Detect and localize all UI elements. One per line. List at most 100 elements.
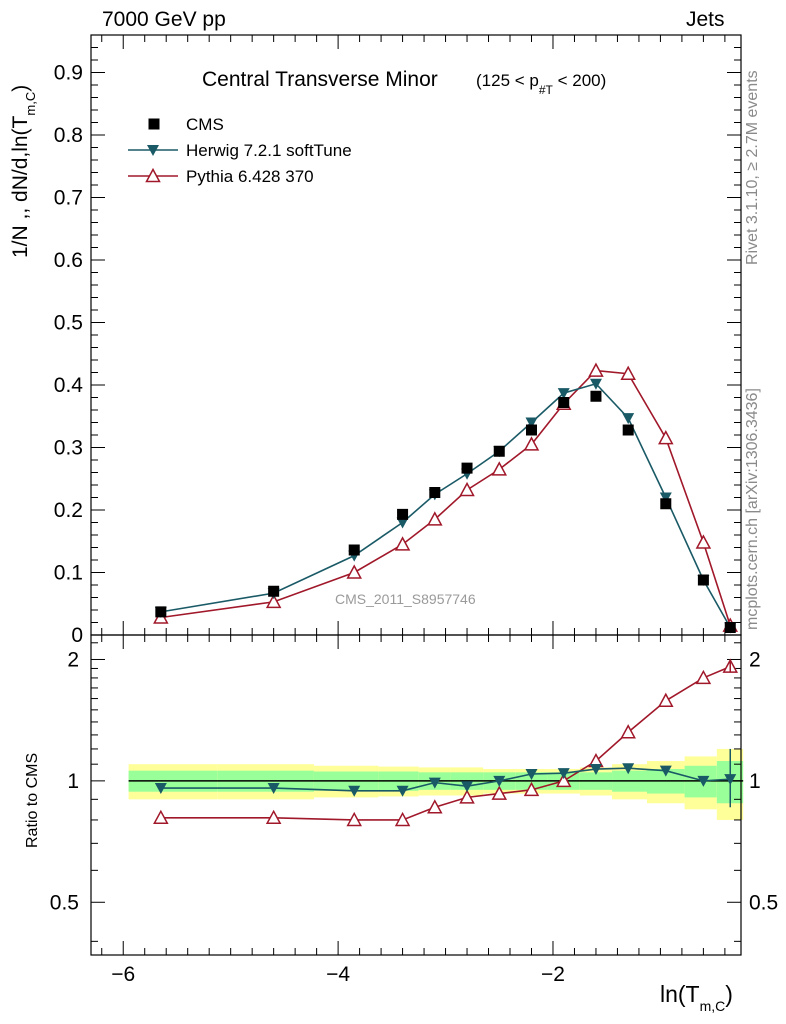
pythia-point [658, 430, 674, 445]
legend-cms-marker [148, 118, 160, 130]
herwig-ratio-point [589, 764, 602, 776]
herwig-point [659, 492, 672, 504]
cms-point [268, 585, 280, 597]
cms-point [558, 397, 570, 408]
herwig-ratio-point [154, 783, 167, 795]
y-tick-label: 0 [71, 624, 83, 647]
legend-herwig-marker [147, 145, 159, 156]
cms-point [429, 487, 441, 498]
y-axis-label: 1/N ,, dN/d,ln(Tm,C) [9, 85, 38, 258]
x-axis-label: ln(Tm,C) [660, 981, 733, 1014]
y-axis-label-text: 1/N ,, dN/d,ln(T [9, 115, 32, 258]
y-tick-label: 0.5 [54, 312, 83, 335]
ratio-y-tick-label: 1 [67, 770, 79, 793]
pythia-point [265, 593, 282, 609]
ratio-y-tick-label: 1 [749, 770, 761, 793]
cms-point [590, 390, 602, 402]
y-tick-label: 0.3 [54, 437, 83, 460]
herwig-ratio-point [622, 763, 635, 775]
legend-label: Herwig 7.2.1 softTune [186, 141, 352, 160]
legend-label: Pythia 6.428 370 [186, 167, 314, 186]
pythia-ratio-point [523, 781, 540, 797]
herwig-ratio-point [697, 775, 710, 787]
chart-title: Central Transverse Minor [202, 68, 438, 91]
herwig-ratio-point [493, 775, 506, 787]
cms-point [461, 462, 473, 474]
pythia-point [620, 365, 636, 380]
herwig-ratio-line [160, 767, 731, 792]
herwig-ratio-point [428, 777, 441, 789]
cms-point [660, 498, 672, 510]
ratio-y-tick-label: 2 [67, 648, 79, 671]
pythia-point [427, 511, 443, 526]
title-selection-tail: < 200) [553, 71, 606, 90]
herwig-ratio-point [348, 785, 361, 797]
herwig-line [160, 382, 731, 628]
y-tick-label: 0.7 [54, 187, 83, 210]
y-tick-label: 0.4 [54, 374, 84, 397]
ratio-y-axis-label: Ratio to CMS [24, 753, 41, 848]
herwig-point [396, 517, 409, 529]
herwig-point [622, 413, 635, 425]
x-axis-label-sub: m,C [700, 998, 726, 1014]
ratio-y-tick-label: 0.5 [50, 891, 79, 914]
herwig-ratio-point [461, 781, 474, 793]
cms-point [155, 606, 167, 618]
herwig-point [589, 378, 602, 390]
pythia-ratio-point [695, 669, 712, 685]
y-tick-label: 0.1 [54, 562, 83, 585]
x-tick-label: −6 [111, 963, 135, 986]
pythia-point [523, 436, 540, 451]
pythia-line [160, 369, 732, 626]
legend-label: CMS [186, 115, 224, 134]
pythia-ratio-point [394, 811, 411, 827]
pythia-point [491, 461, 508, 476]
cms-point [697, 574, 709, 586]
cms-point [525, 424, 537, 436]
y-axis-label-tail: ) [9, 85, 32, 92]
x-tick-label: −2 [541, 963, 565, 986]
cms-point [493, 445, 505, 457]
pythia-point [346, 564, 362, 579]
pythia-ratio-point [346, 811, 362, 827]
pythia-point [459, 481, 475, 497]
x-tick-label: −4 [326, 963, 350, 986]
energy-label: 7000 GeV pp [102, 8, 226, 31]
legend-pythia-marker [145, 167, 161, 183]
chart-title-selection: (125 < p#T < 200) [476, 71, 606, 97]
y-tick-label: 0.8 [54, 124, 83, 147]
pythia-ratio-point [658, 692, 674, 708]
pythia-point [394, 536, 411, 551]
x-axis-label-text: ln(T [660, 981, 700, 1007]
ratio-y-tick-label: 0.5 [749, 891, 778, 914]
y-tick-label: 0.9 [54, 62, 83, 85]
pythia-point [695, 534, 712, 549]
y-axis-label-sub: m,C [23, 92, 38, 116]
pythia-ratio-point [491, 785, 508, 800]
ratio-y-tick-label: 2 [749, 648, 761, 671]
cms-point [724, 622, 736, 633]
herwig-point [557, 388, 570, 400]
ratio-frame [90, 634, 742, 956]
category-label: Jets [686, 8, 725, 31]
herwig-ratio-point [267, 783, 280, 795]
y-tick-label: 0.6 [54, 249, 83, 272]
pythia-ratio-point [459, 789, 475, 804]
herwig-point [525, 417, 538, 429]
pythia-ratio-point [153, 809, 169, 825]
pythia-ratio-point [427, 799, 443, 814]
watermark-label: CMS_2011_S8957746 [335, 591, 476, 607]
title-selection-sub: #T [539, 83, 554, 97]
pythia-ratio-point [555, 772, 572, 788]
x-axis-label-tail: ) [725, 981, 733, 1007]
pythia-ratio-point [265, 809, 282, 825]
title-selection-text: (125 < p [476, 71, 539, 90]
herwig-ratio-point [659, 765, 672, 777]
herwig-ratio-point [396, 785, 409, 797]
cms-point [348, 544, 360, 556]
herwig-ratio-point [557, 768, 570, 780]
pythia-ratio-point [620, 724, 636, 739]
pythia-point [588, 362, 604, 377]
y-tick-label: 0.2 [54, 499, 83, 522]
